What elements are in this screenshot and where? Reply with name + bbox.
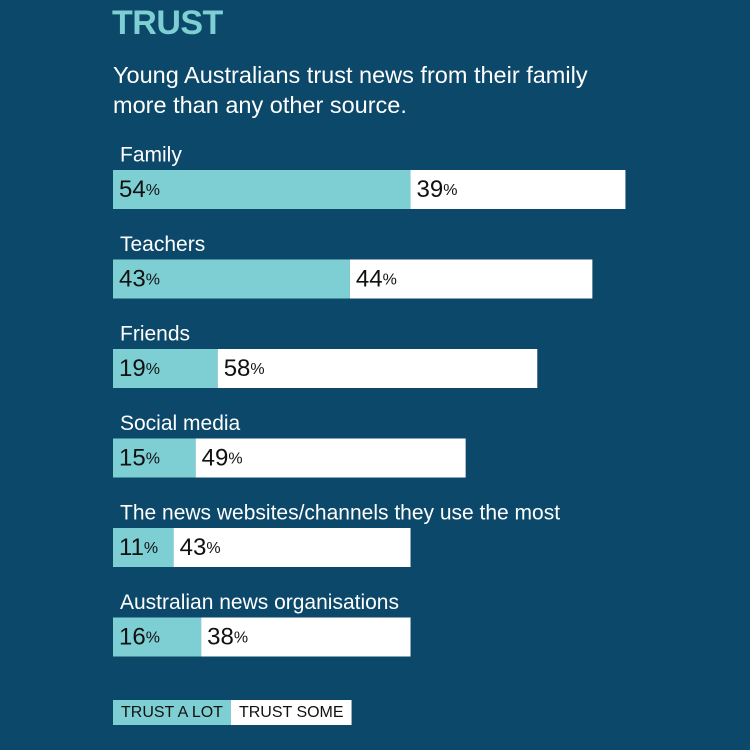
data-label: 16% xyxy=(119,624,160,651)
bar-segment xyxy=(217,349,538,388)
bar-segment xyxy=(113,349,218,388)
bar-segment xyxy=(349,259,593,299)
legend-swatch xyxy=(113,700,231,725)
data-label: 39% xyxy=(417,176,458,203)
category-label: Teachers xyxy=(120,233,205,256)
bar-segment xyxy=(201,617,411,657)
data-label: 15% xyxy=(119,445,160,472)
bar-segment xyxy=(113,438,196,478)
bar-segment xyxy=(113,617,202,657)
bar-segment xyxy=(113,170,411,209)
data-label: 38% xyxy=(207,624,248,651)
category-label: Family xyxy=(120,144,182,167)
bar-segment xyxy=(113,528,174,567)
category-label: Friends xyxy=(120,323,190,346)
legend-label: TRUST A LOT xyxy=(121,704,223,721)
data-label: 43% xyxy=(180,534,221,561)
legend-label: TRUST SOME xyxy=(239,704,344,721)
category-label: Social media xyxy=(120,412,241,435)
chart-title: TRUST xyxy=(112,4,223,42)
category-label: Australian news organisations xyxy=(120,591,399,614)
bar-segment xyxy=(410,170,626,209)
legend-swatch xyxy=(230,700,352,725)
bar-segment xyxy=(195,438,466,478)
bar-segment xyxy=(113,259,350,299)
data-label: 11% xyxy=(119,534,158,561)
data-label: 58% xyxy=(224,355,265,382)
data-label: 44% xyxy=(356,266,397,293)
data-label: 49% xyxy=(202,445,243,472)
category-label: The news websites/channels they use the … xyxy=(120,502,560,525)
chart-subtitle: Young Australians trust news from their … xyxy=(113,62,588,118)
data-label: 43% xyxy=(119,266,160,293)
data-label: 54% xyxy=(119,176,160,203)
bar-segment xyxy=(173,528,411,567)
data-label: 19% xyxy=(119,355,160,382)
